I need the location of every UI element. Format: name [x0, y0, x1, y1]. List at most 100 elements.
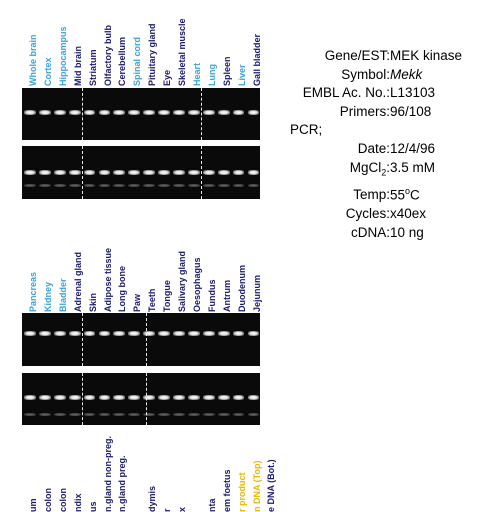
lane-divider [146, 373, 147, 425]
panel2-lane-label: Long bone [117, 266, 128, 312]
gel-band [68, 184, 81, 187]
gel-band [98, 395, 111, 400]
gel-band [98, 413, 111, 416]
gel-band [24, 110, 36, 115]
panel3-lane-label: us [87, 501, 98, 512]
gel-band [247, 170, 260, 175]
gel-band [113, 184, 126, 187]
gel-band [68, 331, 81, 336]
gel-band [217, 110, 230, 115]
gel-band [113, 110, 126, 115]
panel1-gel-bottom [22, 146, 260, 199]
gel-band [38, 413, 51, 416]
panel2-lane-label: Kidney [42, 281, 53, 312]
gel-band [173, 395, 185, 400]
panel2-lane-label: Skin [87, 292, 98, 312]
gel-band [217, 395, 230, 400]
gel-band [232, 184, 245, 187]
panel1-lane-label: Heart [191, 62, 202, 86]
panel1-lane-label: Striatum [87, 49, 98, 86]
gel-band [143, 413, 156, 416]
gel-band [173, 110, 185, 115]
panel2-gel-bottom [22, 373, 260, 425]
gel-band [53, 331, 66, 336]
gel-band [83, 413, 96, 416]
mgcl-row: MgCl2:3.5 mM [349, 159, 436, 178]
lane-divider [82, 146, 83, 199]
gel-band [53, 413, 66, 416]
panel1-lane-label: Olfactory bulb [102, 24, 113, 86]
gel-band [247, 110, 260, 115]
panel1-lane-label: Liver [236, 64, 247, 86]
gel-band [68, 110, 81, 115]
gel-band [232, 170, 245, 175]
panel2-gel-top [22, 313, 260, 366]
gel-band [53, 395, 66, 400]
panel2-lane-label: Adipose tissue [102, 247, 113, 312]
gel-band [24, 170, 36, 175]
panel2-lane-label: Salivary gland [177, 250, 187, 312]
gel-band [247, 331, 260, 336]
panel3-lane-label: um [28, 498, 38, 512]
symbol-row: Symbol:Mekk [341, 66, 423, 82]
gel-band [113, 170, 126, 175]
gel-band [187, 331, 200, 336]
gel-band [113, 331, 126, 336]
gel-band [202, 170, 215, 175]
gel-band [232, 413, 245, 416]
panel3-lane-label: n DNA (Top) [251, 460, 262, 512]
gel-band [68, 413, 81, 416]
panel1-lane-label: Whole brain [28, 34, 38, 87]
panel1-lane-label: Skeletal muscle [177, 18, 187, 86]
gel-band [113, 395, 126, 400]
gel-band [232, 331, 245, 336]
panel3-lane-label: nta [206, 498, 217, 512]
date-row: Date:12/4/96 [357, 140, 436, 156]
temp-row: Temp:55oC [353, 185, 420, 203]
gel-band [38, 184, 51, 187]
primers-row: Primers:96/108 [339, 103, 432, 119]
lane-divider [201, 88, 202, 140]
gel-band [83, 170, 96, 175]
gel-band [38, 110, 51, 115]
cycles-row: Cycles:x40ex [345, 205, 427, 221]
panel2-lane-label: Fundus [206, 279, 217, 313]
panel3-lane-label: n.gland non-preg. [102, 436, 113, 512]
pcr-row: PCR; [290, 122, 323, 138]
gel-band [53, 170, 66, 175]
gel-band [247, 184, 260, 187]
gel-band [187, 110, 200, 115]
gel-band [24, 395, 36, 400]
gel-band [187, 395, 200, 400]
gel-band [83, 331, 96, 336]
gel-band [173, 170, 185, 175]
gel-band [68, 170, 81, 175]
gel-band [143, 331, 156, 336]
panel3-lane-label: e DNA (Bot.) [266, 459, 277, 512]
panel2-lane-label: Tongue [162, 280, 173, 312]
gel-band [143, 184, 156, 187]
panel2-lane-label: Bladder [57, 278, 68, 312]
panel3-lane-label: em foetus [221, 469, 232, 512]
gel-band [202, 184, 215, 187]
panel1-lane-label: Hippocampus [57, 26, 68, 86]
panel3-lane-label: colon [57, 488, 68, 512]
panel2-lane-label: Paw [132, 293, 143, 312]
embl-row: EMBL Ac. No.:L13103 [302, 85, 436, 101]
gene-row: Gene/EST:MEK kinase [324, 48, 463, 63]
panel3-lane-label: ndix [72, 493, 83, 512]
gel-band [158, 395, 170, 400]
gel-band [38, 170, 51, 175]
gel-band [187, 170, 200, 175]
gel-band [173, 413, 185, 416]
gel-band [38, 331, 51, 336]
gel-band [143, 110, 156, 115]
gel-band [24, 331, 36, 336]
gel-band [187, 184, 200, 187]
gel-band [83, 395, 96, 400]
gel-band [143, 395, 156, 400]
gel-band [128, 170, 141, 175]
panel3-lane-labels: um colon colon ndix us n.gland non-preg. n.gla… [22, 432, 276, 512]
lane-divider [82, 313, 83, 366]
gel-band [143, 170, 156, 175]
